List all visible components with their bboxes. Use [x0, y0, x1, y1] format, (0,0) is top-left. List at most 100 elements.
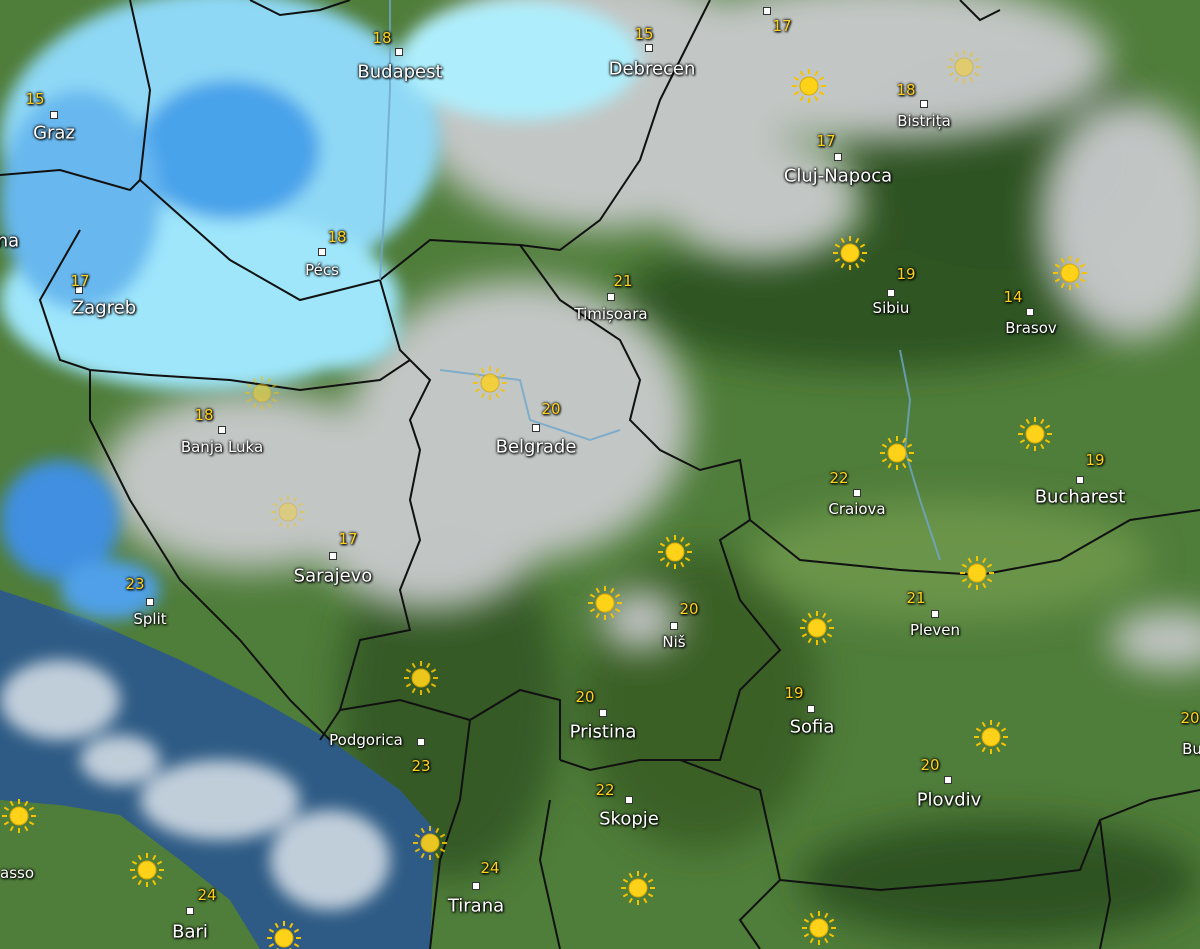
city-name: Tirana: [447, 895, 505, 917]
city-name: Plovdiv: [916, 789, 982, 811]
city-temperature: 18: [194, 406, 214, 424]
city-name: Podgorica: [329, 731, 403, 749]
city-marker: [607, 293, 615, 301]
city-marker: [417, 738, 425, 746]
city-name: Sofia: [789, 716, 835, 738]
city-marker: [763, 7, 771, 15]
city-name: Graz: [33, 122, 75, 144]
city-temperature: 17: [70, 272, 90, 290]
city-temperature: 20: [541, 400, 561, 418]
city-name: Pécs: [305, 261, 339, 279]
city-marker: [395, 48, 403, 56]
city-temperature: 18: [896, 81, 916, 99]
city-temperature: 15: [25, 90, 45, 108]
sun-icon: [833, 236, 867, 270]
city-name: Bari: [172, 921, 208, 943]
sun-icon: [792, 69, 826, 103]
city-name: na: [0, 230, 20, 252]
city-name: Bucharest: [1034, 486, 1126, 508]
city-marker: [625, 796, 633, 804]
city-temperature: 18: [372, 29, 392, 47]
city-name: Cluj-Napoca: [783, 165, 893, 187]
city-temperature: 22: [595, 781, 615, 799]
city-temperature: 20: [1180, 709, 1200, 727]
city-marker: [1026, 308, 1034, 316]
city-temperature: 17: [816, 132, 836, 150]
city-marker: [834, 153, 842, 161]
city-temperature: 20: [679, 600, 699, 618]
city-name: Debrecen: [608, 58, 696, 80]
city-name: Belgrade: [495, 436, 577, 458]
city-name: Bu: [1182, 740, 1200, 758]
city-marker: [807, 705, 815, 713]
city-temperature: 20: [575, 688, 595, 706]
city-marker: [75, 286, 83, 294]
city-temperature: 19: [784, 684, 804, 702]
city-temperature: 18: [327, 228, 347, 246]
city-name: Timișoara: [574, 305, 648, 323]
city-marker: [472, 882, 480, 890]
city-temperature: 15: [634, 25, 654, 43]
city-marker: [50, 111, 58, 119]
sun-icon: [802, 911, 836, 945]
city-temperature: 19: [896, 265, 916, 283]
city-marker: [329, 552, 337, 560]
city-name: asso: [0, 864, 34, 882]
sun-icon: [130, 853, 164, 887]
city-name: Skopje: [599, 808, 659, 830]
sun-icon: [658, 535, 692, 569]
city-marker: [218, 426, 226, 434]
city-temperature: 24: [480, 859, 500, 877]
city-temperature: 21: [906, 589, 926, 607]
sun-icon: [621, 871, 655, 905]
sun-icon: [588, 586, 622, 620]
city-name: Sarajevo: [293, 565, 373, 587]
city-name: Zagreb: [71, 297, 137, 319]
city-name: Bistrița: [897, 112, 951, 130]
city-temperature: 21: [613, 272, 633, 290]
city-name: Niš: [662, 633, 686, 651]
sun-icon: [2, 799, 36, 833]
sun-icon: [974, 720, 1008, 754]
city-temperature: 14: [1003, 288, 1023, 306]
city-marker: [931, 610, 939, 618]
city-marker: [645, 44, 653, 52]
city-temperature: 22: [829, 469, 849, 487]
city-temperature: 19: [1085, 451, 1105, 469]
city-name: Pleven: [909, 621, 961, 639]
sun-icon: [960, 556, 994, 590]
city-temperature: 23: [125, 575, 145, 593]
city-marker: [920, 100, 928, 108]
sun-icon: [267, 921, 301, 949]
city-marker: [853, 489, 861, 497]
sun-icon: [1018, 417, 1052, 451]
city-name: Sibiu: [872, 299, 910, 317]
city-name: Brasov: [1005, 319, 1057, 337]
city-name: Split: [133, 610, 167, 628]
city-marker: [670, 622, 678, 630]
sun-icon: [271, 495, 305, 529]
city-temperature: 17: [772, 17, 792, 35]
city-temperature: 24: [197, 886, 217, 904]
sun-icon: [947, 50, 981, 84]
city-name: Budapest: [357, 61, 443, 83]
sun-icon: [245, 376, 279, 410]
city-temperature: 23: [411, 757, 431, 775]
city-name: Pristina: [569, 721, 637, 743]
city-marker: [146, 598, 154, 606]
city-marker: [887, 289, 895, 297]
sun-icon: [1053, 256, 1087, 290]
city-marker: [532, 424, 540, 432]
city-marker: [1076, 476, 1084, 484]
city-marker: [599, 709, 607, 717]
city-temperature: 17: [338, 530, 358, 548]
sun-icon: [473, 366, 507, 400]
city-marker: [944, 776, 952, 784]
city-name: Banja Luka: [180, 438, 264, 456]
sun-icon: [800, 611, 834, 645]
sun-icon: [413, 826, 447, 860]
city-temperature: 20: [920, 756, 940, 774]
city-name: Craiova: [828, 500, 886, 518]
